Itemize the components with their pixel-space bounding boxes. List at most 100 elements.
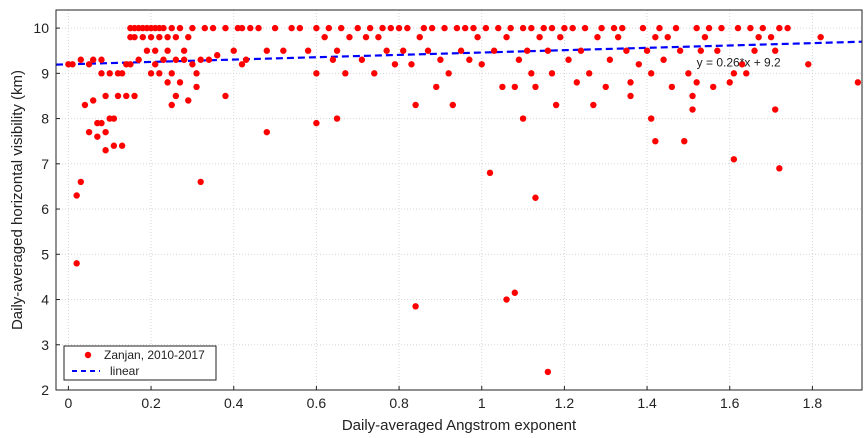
data-point — [110, 142, 118, 149]
data-point — [598, 24, 605, 32]
data-point — [495, 24, 502, 32]
data-point — [329, 56, 337, 63]
data-point — [573, 79, 580, 86]
data-point — [193, 83, 200, 91]
data-point — [635, 61, 642, 68]
data-point — [470, 24, 477, 32]
data-point — [453, 24, 461, 32]
data-point — [408, 61, 415, 68]
data-point — [85, 128, 93, 136]
data-points — [65, 24, 862, 376]
data-point — [214, 52, 221, 59]
y-tick-label: 2 — [41, 382, 49, 398]
data-point — [205, 56, 213, 63]
data-point — [714, 47, 721, 54]
y-tick-label: 3 — [41, 337, 49, 353]
data-point — [387, 24, 394, 32]
data-point — [321, 33, 328, 41]
data-point — [486, 169, 494, 177]
data-point — [606, 56, 614, 63]
data-point — [668, 83, 676, 91]
data-point — [131, 33, 138, 41]
data-point — [371, 70, 378, 77]
legend-marker-points — [84, 351, 92, 359]
data-point — [338, 24, 345, 32]
data-point — [776, 165, 783, 172]
data-point — [172, 33, 180, 41]
x-tick-label: 0.6 — [307, 395, 327, 411]
data-point — [395, 24, 403, 32]
data-point — [482, 24, 490, 32]
data-point — [726, 79, 733, 86]
data-point — [689, 92, 696, 100]
data-point — [90, 56, 97, 63]
data-point — [164, 47, 171, 54]
data-point — [81, 101, 89, 109]
data-point — [457, 47, 465, 54]
data-point — [156, 33, 163, 41]
data-point — [685, 70, 692, 77]
data-point — [238, 61, 246, 68]
data-point — [263, 128, 270, 136]
data-point — [342, 70, 349, 77]
data-point — [69, 61, 76, 68]
data-point — [610, 24, 618, 32]
data-point — [230, 47, 237, 54]
y-tick-label: 4 — [41, 292, 49, 308]
data-point — [784, 24, 791, 32]
data-point — [772, 106, 779, 113]
data-point — [503, 33, 510, 41]
data-point — [759, 24, 766, 32]
data-point — [449, 101, 456, 109]
data-point — [689, 106, 696, 113]
data-point — [180, 47, 188, 54]
data-point — [805, 61, 812, 68]
data-point — [102, 92, 109, 100]
x-tick-label: 0.2 — [141, 395, 161, 411]
data-point — [160, 24, 167, 32]
data-point — [189, 61, 196, 68]
data-point — [127, 61, 134, 68]
data-point — [238, 24, 246, 32]
data-point — [325, 24, 332, 32]
data-point — [222, 24, 229, 32]
data-point — [747, 24, 754, 32]
data-point — [767, 33, 775, 41]
data-point — [652, 33, 659, 41]
data-point — [519, 24, 527, 32]
data-point — [375, 33, 382, 41]
data-point — [123, 92, 130, 100]
data-point — [594, 33, 601, 41]
data-point — [499, 83, 506, 91]
data-point — [400, 47, 407, 54]
data-point — [519, 115, 527, 122]
data-point — [139, 33, 146, 41]
regression-equation-annotation: y = 0.26*x + 9.2 — [697, 56, 781, 70]
data-point — [98, 56, 105, 63]
x-tick-label: 1.2 — [555, 395, 575, 411]
data-point — [710, 83, 717, 91]
data-point — [201, 24, 208, 32]
data-point — [255, 24, 262, 32]
data-point — [705, 24, 713, 32]
x-tick-label: 0 — [65, 395, 73, 411]
data-point — [209, 24, 217, 32]
data-point — [412, 101, 419, 109]
data-point — [639, 24, 647, 32]
data-point — [614, 33, 622, 41]
data-point — [77, 178, 85, 186]
data-point — [143, 47, 151, 54]
data-point — [627, 79, 634, 86]
data-point — [135, 56, 142, 63]
data-point — [304, 47, 312, 54]
data-point — [118, 142, 126, 149]
data-point — [540, 24, 547, 32]
data-point — [817, 33, 824, 41]
data-point — [85, 61, 93, 68]
data-point — [168, 101, 175, 109]
x-tick-label: 1.4 — [637, 395, 657, 411]
data-point — [474, 33, 481, 41]
data-point — [681, 137, 688, 145]
data-point — [271, 24, 279, 32]
y-tick-label: 7 — [41, 156, 49, 172]
